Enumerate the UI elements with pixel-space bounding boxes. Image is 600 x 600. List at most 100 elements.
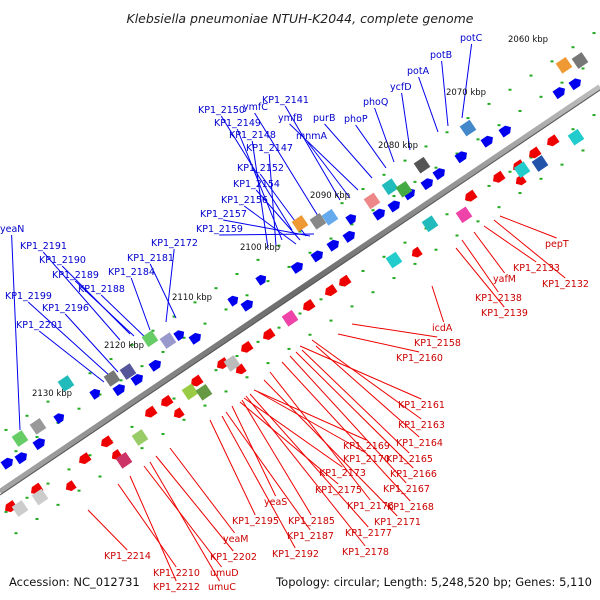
forward-gene-arrow[interactable] bbox=[53, 411, 66, 425]
feature-block[interactable] bbox=[421, 215, 439, 233]
forward-gene-arrow[interactable] bbox=[310, 248, 326, 263]
forward-gene-arrow[interactable] bbox=[552, 85, 568, 100]
forward-gene-arrow[interactable] bbox=[0, 456, 16, 470]
feature-block[interactable] bbox=[513, 161, 531, 178]
forward-gene-arrow[interactable] bbox=[112, 382, 128, 397]
forward-gene-arrow[interactable] bbox=[148, 358, 164, 372]
reverse-gene-label[interactable]: yafM bbox=[493, 274, 516, 285]
forward-gene-arrow[interactable] bbox=[454, 149, 470, 164]
forward-gene-arrow[interactable] bbox=[372, 206, 388, 221]
forward-gene-label[interactable]: mnmA bbox=[296, 131, 328, 142]
feature-block[interactable] bbox=[115, 451, 133, 469]
forward-gene-arrow[interactable] bbox=[14, 450, 30, 465]
reverse-gene-arrow[interactable] bbox=[527, 146, 542, 160]
feature-block[interactable] bbox=[321, 208, 339, 226]
forward-gene-arrow[interactable] bbox=[387, 198, 403, 213]
reverse-gene-label[interactable]: KP1_2164 bbox=[396, 438, 443, 449]
forward-gene-arrow[interactable] bbox=[255, 273, 268, 286]
forward-gene-label[interactable]: KP1_2189 bbox=[52, 270, 99, 281]
reverse-gene-label[interactable]: KP1_2170 bbox=[343, 454, 390, 465]
reverse-gene-arrow[interactable] bbox=[239, 340, 254, 355]
reverse-gene-arrow[interactable] bbox=[337, 274, 352, 289]
forward-gene-label[interactable]: phoQ bbox=[363, 97, 388, 108]
feature-block[interactable] bbox=[57, 375, 75, 392]
reverse-gene-label[interactable]: KP1_2192 bbox=[272, 549, 319, 560]
forward-gene-label[interactable]: purB bbox=[313, 113, 335, 124]
reverse-gene-label[interactable]: KP1_2158 bbox=[414, 338, 461, 349]
feature-block[interactable] bbox=[455, 206, 473, 224]
feature-block[interactable] bbox=[181, 383, 199, 401]
reverse-gene-arrow[interactable] bbox=[491, 170, 506, 185]
forward-gene-arrow[interactable] bbox=[240, 298, 256, 312]
forward-gene-arrow[interactable] bbox=[498, 123, 514, 138]
forward-gene-arrow[interactable] bbox=[89, 387, 102, 400]
reverse-gene-label[interactable]: umuC bbox=[208, 582, 236, 593]
reverse-gene-label[interactable]: KP1_2171 bbox=[374, 517, 421, 528]
reverse-gene-arrow[interactable] bbox=[99, 435, 114, 449]
feature-block[interactable] bbox=[531, 155, 549, 172]
forward-gene-label[interactable]: KP1_2201 bbox=[16, 320, 63, 331]
forward-gene-label[interactable]: KP1_2190 bbox=[39, 255, 86, 266]
reverse-gene-label[interactable]: KP1_2168 bbox=[387, 502, 434, 513]
reverse-gene-label[interactable]: KP1_2161 bbox=[398, 400, 445, 411]
feature-block[interactable] bbox=[29, 418, 47, 435]
forward-gene-label[interactable]: KP1_2196 bbox=[42, 303, 89, 314]
forward-gene-label[interactable]: ycfD bbox=[390, 82, 412, 93]
reverse-gene-arrow[interactable] bbox=[159, 394, 174, 409]
forward-gene-label[interactable]: yeaN bbox=[0, 224, 24, 235]
forward-gene-label[interactable]: KP1_2188 bbox=[78, 284, 125, 295]
reverse-gene-label[interactable]: yeaS bbox=[264, 497, 287, 508]
reverse-gene-arrow[interactable] bbox=[463, 189, 478, 204]
feature-block[interactable] bbox=[281, 309, 299, 327]
reverse-gene-label[interactable]: KP1_2177 bbox=[345, 528, 392, 539]
reverse-gene-label[interactable]: yeaM bbox=[223, 534, 249, 545]
forward-gene-arrow[interactable] bbox=[32, 436, 48, 451]
forward-gene-label[interactable]: KP1_2150 bbox=[198, 105, 245, 116]
reverse-gene-label[interactable]: pepT bbox=[545, 239, 569, 250]
feature-block[interactable] bbox=[567, 128, 585, 146]
feature-block[interactable] bbox=[291, 215, 309, 232]
feature-block[interactable] bbox=[413, 156, 431, 174]
reverse-gene-label[interactable]: KP1_2212 bbox=[153, 582, 200, 593]
forward-gene-label[interactable]: KP1_2172 bbox=[151, 238, 198, 249]
reverse-gene-label[interactable]: KP1_2176 bbox=[347, 501, 394, 512]
reverse-gene-label[interactable]: KP1_2169 bbox=[343, 441, 390, 452]
feature-block[interactable] bbox=[159, 332, 177, 349]
forward-gene-label[interactable]: KP1_2149 bbox=[214, 118, 261, 129]
reverse-gene-label[interactable]: KP1_2202 bbox=[210, 552, 257, 563]
forward-gene-label[interactable]: KP1_2199 bbox=[5, 291, 52, 302]
feature-block[interactable] bbox=[459, 119, 477, 137]
forward-gene-label[interactable]: ymfB bbox=[278, 113, 303, 124]
feature-block[interactable] bbox=[381, 178, 399, 196]
forward-gene-label[interactable]: KP1_2152 bbox=[237, 163, 284, 174]
reverse-gene-label[interactable]: KP1_2175 bbox=[315, 485, 362, 496]
reverse-gene-label[interactable]: KP1_2139 bbox=[481, 308, 528, 319]
reverse-gene-label[interactable]: KP1_2166 bbox=[390, 469, 437, 480]
forward-gene-arrow[interactable] bbox=[326, 237, 342, 252]
feature-block[interactable] bbox=[363, 192, 381, 210]
feature-block[interactable] bbox=[119, 363, 137, 380]
feature-block[interactable] bbox=[11, 430, 29, 447]
forward-gene-label[interactable]: KP1_2148 bbox=[229, 130, 276, 141]
forward-gene-label[interactable]: KP1_2141 bbox=[262, 95, 309, 106]
feature-block[interactable] bbox=[385, 251, 403, 269]
feature-block[interactable] bbox=[223, 355, 241, 372]
reverse-gene-arrow[interactable] bbox=[323, 284, 338, 298]
forward-gene-arrow[interactable] bbox=[432, 166, 448, 181]
feature-block[interactable] bbox=[11, 500, 29, 517]
reverse-gene-label[interactable]: KP1_2163 bbox=[398, 420, 445, 431]
reverse-gene-label[interactable]: KP1_2195 bbox=[232, 516, 279, 527]
feature-block[interactable] bbox=[309, 213, 327, 230]
forward-gene-arrow[interactable] bbox=[568, 76, 584, 91]
forward-gene-label[interactable]: KP1_2157 bbox=[200, 209, 247, 220]
feature-block[interactable] bbox=[571, 52, 589, 69]
reverse-gene-arrow[interactable] bbox=[301, 299, 316, 313]
forward-gene-label[interactable]: ymfC bbox=[243, 102, 268, 113]
feature-block[interactable] bbox=[395, 180, 413, 198]
reverse-gene-label[interactable]: KP1_2167 bbox=[383, 484, 430, 495]
reverse-gene-arrow[interactable] bbox=[189, 374, 204, 389]
forward-gene-label[interactable]: potB bbox=[430, 50, 452, 61]
forward-gene-label[interactable]: potC bbox=[460, 33, 483, 44]
forward-gene-arrow[interactable] bbox=[345, 212, 358, 225]
reverse-gene-label[interactable]: KP1_2185 bbox=[288, 516, 335, 527]
